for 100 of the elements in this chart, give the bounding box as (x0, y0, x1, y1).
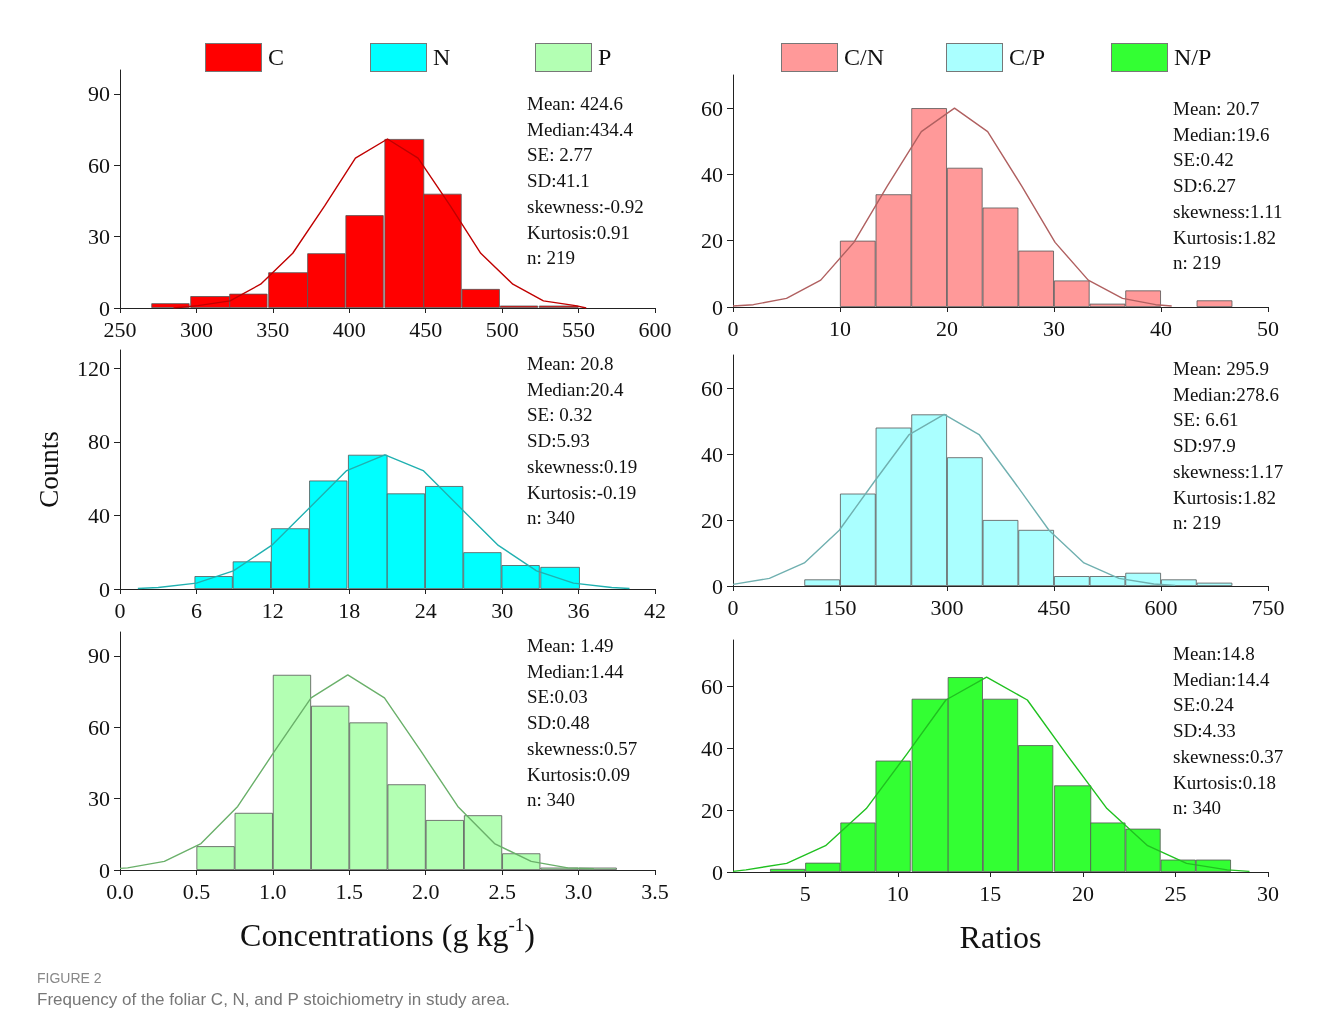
x-tick-label: 600 (1144, 594, 1178, 620)
x-tick-label: 350 (256, 316, 290, 342)
x-tick-label: 30 (491, 597, 514, 623)
annotation: Mean:14.8 (1173, 643, 1255, 664)
annotation: Median:19.6 (1173, 123, 1270, 145)
x-tick-label: 2.0 (411, 878, 440, 904)
annotation: SD:97.9 (1173, 435, 1236, 457)
y-tick-label: 40 (701, 735, 723, 761)
annotation: Median:1.44 (527, 660, 625, 682)
x-tick-label: 450 (1037, 594, 1071, 620)
y-tick-label: 30 (88, 786, 110, 812)
annotation: n: 340 (527, 507, 576, 529)
annotation: SE:0.24 (1173, 694, 1235, 716)
annotation: Mean: 1.49 (527, 635, 614, 656)
annotation: SD:0.48 (527, 712, 590, 734)
x-tick-label: 20 (936, 315, 958, 341)
annotation: Kurtosis:1.82 (1173, 226, 1276, 248)
x-tick-label: 0.5 (182, 878, 211, 904)
x-tick-label: 40 (1150, 315, 1172, 341)
y-tick-label: 0 (99, 576, 110, 602)
annotation: Kurtosis:0.18 (1173, 771, 1276, 793)
x-tick-label: 750 (1251, 594, 1285, 620)
y-tick-label: 60 (88, 152, 110, 178)
x-tick-label: 3.5 (641, 878, 669, 904)
x-tick-label: 1.0 (259, 878, 287, 904)
annotation: skewness:1.11 (1173, 200, 1283, 222)
x-tick-label: 20 (1071, 880, 1094, 906)
y-tick-label: 40 (88, 502, 110, 528)
y-tick-label: 0 (712, 294, 723, 320)
annotation: Mean: 424.6 (527, 93, 624, 114)
annotation: Kurtosis:0.09 (527, 763, 630, 785)
annotation: SD:4.33 (1173, 720, 1236, 742)
x-tick-label: 25 (1164, 880, 1187, 906)
x-tick-label: 3.0 (564, 878, 593, 904)
y-tick-label: 80 (88, 429, 110, 455)
annotation: skewness:0.37 (1173, 745, 1284, 767)
x-tick-label: 10 (829, 315, 851, 341)
annotation: skewness:0.19 (527, 455, 638, 477)
legend-label: C/N (844, 44, 885, 71)
annotation: SE:0.42 (1173, 149, 1234, 171)
y-tick-label: 60 (701, 95, 723, 121)
x-tick-label: 400 (332, 316, 366, 342)
x-tick-label: 300 (930, 594, 964, 620)
x-tick-label: 300 (179, 316, 213, 342)
y-tick-label: 40 (701, 441, 723, 467)
y-tick-label: 20 (701, 228, 723, 254)
y-axis-title: Counts (33, 431, 64, 508)
annotation: Median:20.4 (527, 378, 625, 400)
annotation: Kurtosis:-0.19 (527, 481, 637, 503)
y-tick-label: 90 (88, 81, 110, 107)
x-tick-label: 30 (1257, 880, 1279, 906)
legend-label: C/P (1009, 44, 1046, 71)
x-tick-label: 50 (1257, 315, 1279, 341)
x-tick-label: 18 (338, 597, 361, 623)
y-tick-label: 60 (88, 714, 110, 740)
annotation: n: 340 (527, 789, 576, 811)
legend-label: N (433, 44, 451, 71)
y-tick-label: 60 (701, 673, 723, 699)
x-tick-label: 24 (414, 597, 437, 623)
annotation: SE: 0.32 (527, 404, 593, 426)
annotation: Median:278.6 (1173, 383, 1280, 405)
annotation: skewness:-0.92 (527, 195, 644, 217)
text: Frequency of the foliar C, N, and P stoichiometry in study area. (37, 990, 511, 1010)
annotation: Median:434.4 (527, 118, 634, 140)
x-tick-label: 6 (190, 597, 202, 623)
annotation: SD:41.1 (527, 170, 590, 192)
annotation: Mean: 20.7 (1173, 98, 1260, 119)
x-tick-label: 150 (823, 594, 857, 620)
x-tick-label: 42 (644, 597, 666, 623)
y-tick-label: 0 (712, 573, 723, 599)
annotation: skewness:0.57 (527, 737, 638, 759)
legend-label: P (598, 44, 612, 71)
annotation: Kurtosis:0.91 (527, 221, 630, 243)
x-tick-label: 500 (485, 316, 519, 342)
text: FIGURE 2 (37, 970, 102, 986)
legend-label: N/P (1174, 44, 1212, 71)
annotation: skewness:1.17 (1173, 460, 1284, 482)
annotation: Kurtosis:1.82 (1173, 486, 1276, 508)
y-tick-label: 40 (701, 161, 723, 187)
x-tick-label: 5 (799, 880, 811, 906)
y-tick-label: 30 (88, 224, 110, 250)
annotation: n: 340 (1173, 797, 1222, 819)
y-tick-label: 90 (88, 643, 110, 669)
annotation: n: 219 (527, 247, 576, 269)
x-tick-label: 450 (409, 316, 443, 342)
legend-label: C (268, 44, 285, 71)
y-tick-label: 120 (77, 355, 110, 381)
annotation: n: 219 (1173, 252, 1222, 274)
x-tick-label: 15 (979, 880, 1002, 906)
x-tick-label: 10 (886, 880, 909, 906)
annotation: SD:5.93 (527, 430, 590, 452)
annotation: SE:0.03 (527, 686, 588, 708)
y-tick-label: 20 (701, 507, 723, 533)
y-tick-label: 0 (712, 859, 723, 885)
x-tick-label: 1.5 (335, 878, 364, 904)
annotation: Median:14.4 (1173, 668, 1271, 690)
y-tick-label: 60 (701, 375, 723, 401)
x-tick-label: 2.5 (488, 878, 516, 904)
annotation: Mean: 295.9 (1173, 358, 1270, 379)
annotation: SD:6.27 (1173, 175, 1236, 197)
